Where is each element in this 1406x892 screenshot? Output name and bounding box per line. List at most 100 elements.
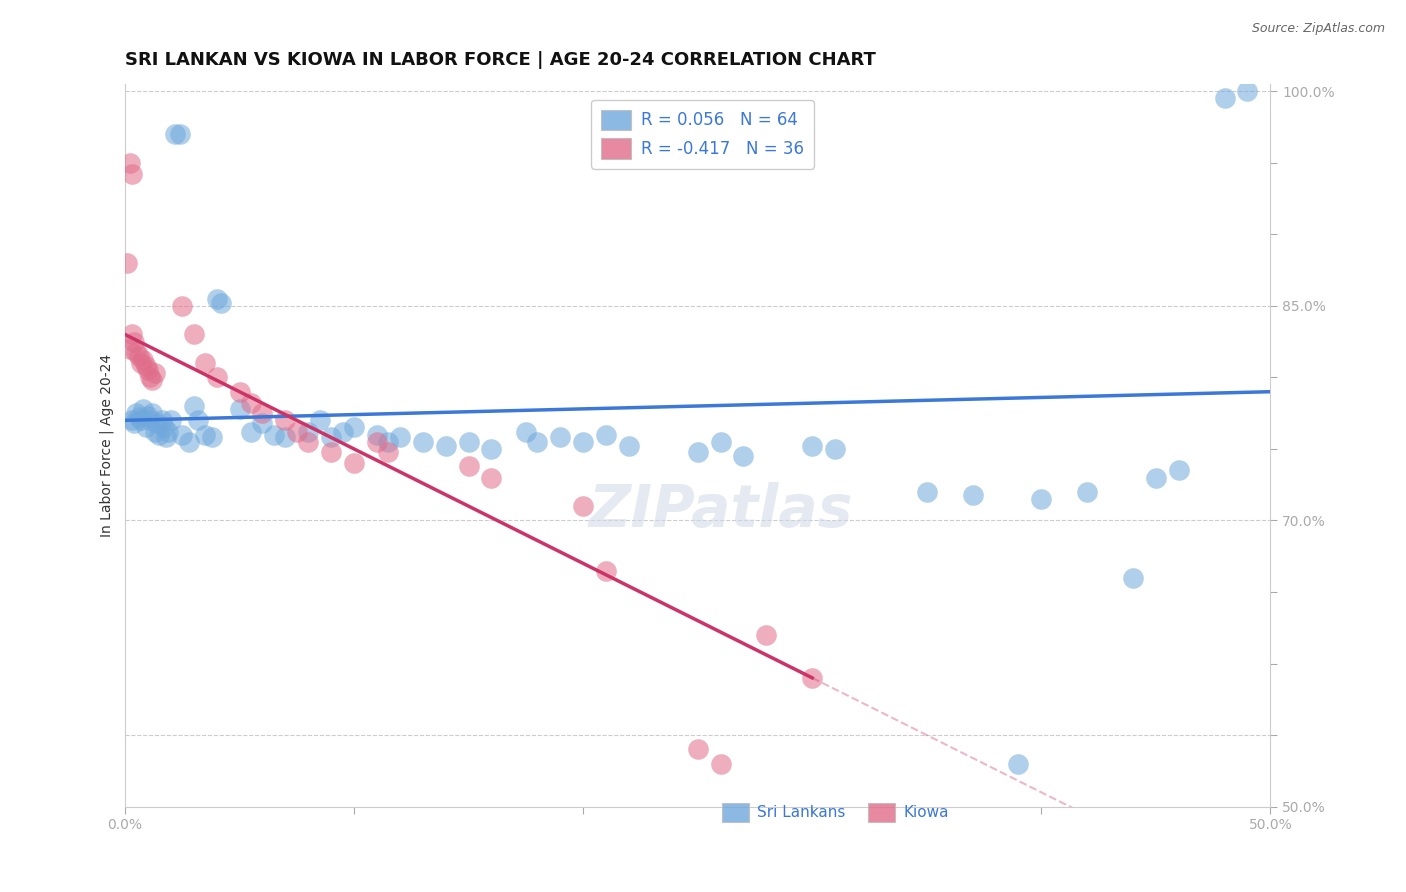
Point — [801, 671, 824, 685]
Point — [148, 427, 170, 442]
Point — [263, 427, 285, 442]
Point — [239, 396, 262, 410]
Point — [321, 444, 343, 458]
Point — [1031, 491, 1053, 506]
Point — [118, 342, 141, 356]
Point — [228, 401, 250, 416]
Text: SRI LANKAN VS KIOWA IN LABOR FORCE | AGE 20-24 CORRELATION CHART: SRI LANKAN VS KIOWA IN LABOR FORCE | AGE… — [125, 51, 876, 69]
Point — [274, 430, 297, 444]
Point — [165, 127, 187, 141]
Point — [228, 384, 250, 399]
Point — [139, 413, 162, 427]
Point — [308, 413, 330, 427]
Y-axis label: In Labor Force | Age 20-24: In Labor Force | Age 20-24 — [100, 354, 114, 537]
Point — [617, 439, 640, 453]
Point — [252, 416, 274, 430]
Point — [321, 430, 343, 444]
Point — [129, 356, 152, 370]
Point — [366, 427, 388, 442]
Point — [343, 420, 366, 434]
Point — [572, 434, 595, 449]
Point — [172, 299, 194, 313]
Point — [143, 425, 166, 439]
Point — [205, 370, 228, 384]
Point — [121, 327, 143, 342]
Point — [169, 127, 191, 141]
Point — [146, 416, 169, 430]
Point — [155, 430, 177, 444]
Text: Source: ZipAtlas.com: Source: ZipAtlas.com — [1251, 22, 1385, 36]
Point — [824, 442, 846, 456]
Point — [194, 356, 217, 370]
Point — [709, 756, 731, 771]
Point — [457, 459, 479, 474]
Point — [962, 488, 984, 502]
Point — [118, 156, 141, 170]
Point — [377, 434, 399, 449]
Point — [297, 434, 319, 449]
Legend: Sri Lankans, Kiowa: Sri Lankans, Kiowa — [716, 797, 955, 828]
Point — [209, 296, 232, 310]
Point — [122, 334, 145, 349]
Point — [132, 401, 155, 416]
Point — [183, 399, 205, 413]
Point — [205, 292, 228, 306]
Point — [139, 370, 162, 384]
Point — [1122, 571, 1144, 585]
Point — [388, 430, 411, 444]
Point — [1076, 484, 1098, 499]
Point — [141, 373, 163, 387]
Point — [150, 413, 173, 427]
Point — [135, 420, 157, 434]
Point — [572, 499, 595, 513]
Point — [183, 327, 205, 342]
Point — [1144, 470, 1167, 484]
Point — [159, 413, 181, 427]
Point — [125, 406, 148, 420]
Point — [121, 413, 143, 427]
Point — [297, 425, 319, 439]
Point — [194, 427, 217, 442]
Point — [179, 434, 201, 449]
Point — [129, 413, 152, 427]
Point — [515, 425, 537, 439]
Point — [595, 564, 617, 578]
Point — [915, 484, 938, 499]
Point — [686, 444, 709, 458]
Point — [117, 256, 139, 270]
Point — [143, 366, 166, 380]
Point — [239, 425, 262, 439]
Point — [366, 434, 388, 449]
Point — [172, 427, 194, 442]
Point — [412, 434, 434, 449]
Point — [121, 167, 143, 181]
Point — [686, 742, 709, 756]
Point — [135, 359, 157, 373]
Point — [128, 410, 150, 425]
Point — [157, 425, 180, 439]
Point — [136, 363, 159, 377]
Text: ZIPatlas: ZIPatlas — [588, 482, 853, 539]
Point — [434, 439, 457, 453]
Point — [801, 439, 824, 453]
Point — [332, 425, 354, 439]
Point — [755, 628, 778, 642]
Point — [481, 442, 503, 456]
Point — [128, 349, 150, 363]
Point — [733, 449, 755, 463]
Point — [1213, 91, 1236, 105]
Point — [153, 420, 176, 434]
Point — [709, 434, 731, 449]
Point — [1007, 756, 1029, 771]
Point — [141, 406, 163, 420]
Point — [122, 416, 145, 430]
Point — [343, 456, 366, 470]
Point — [201, 430, 224, 444]
Point — [125, 344, 148, 359]
Point — [274, 413, 297, 427]
Point — [285, 425, 308, 439]
Point — [132, 353, 155, 368]
Point — [377, 444, 399, 458]
Point — [595, 427, 617, 442]
Point — [1236, 84, 1258, 98]
